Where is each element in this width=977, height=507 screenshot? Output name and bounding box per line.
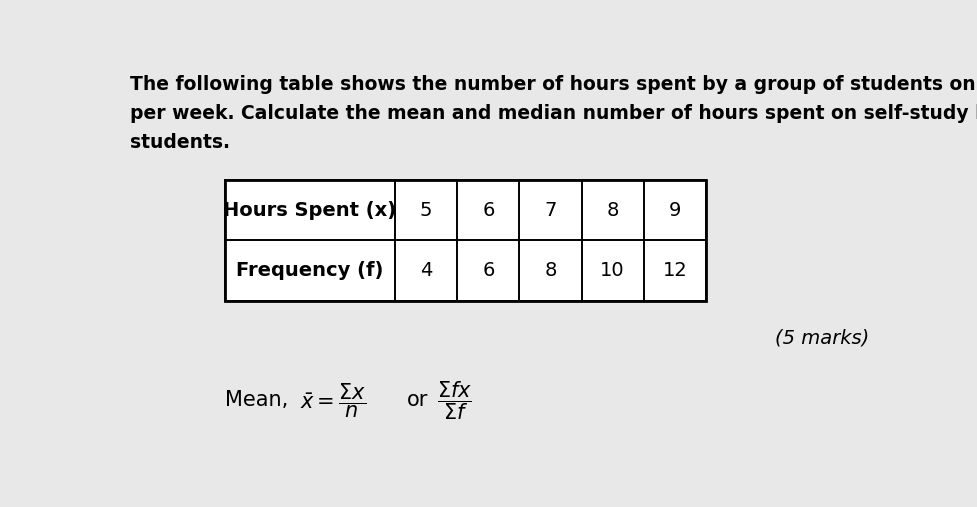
Bar: [225, 180, 395, 240]
Text: 7: 7: [544, 201, 556, 220]
Text: 4: 4: [419, 261, 432, 280]
Text: 8: 8: [606, 201, 618, 220]
Text: Hours Spent (x): Hours Spent (x): [223, 201, 396, 220]
Text: per week. Calculate the mean and median number of hours spent on self-study by t: per week. Calculate the mean and median …: [130, 104, 977, 123]
Bar: [395, 180, 457, 240]
Bar: [457, 240, 519, 301]
Text: 6: 6: [482, 261, 494, 280]
Text: The following table shows the number of hours spent by a group of students on se: The following table shows the number of …: [130, 75, 977, 93]
Text: 12: 12: [661, 261, 687, 280]
Bar: [581, 240, 643, 301]
Text: Frequency (f): Frequency (f): [235, 261, 383, 280]
Text: 10: 10: [600, 261, 624, 280]
Bar: [581, 180, 643, 240]
Text: 9: 9: [668, 201, 680, 220]
Bar: [643, 180, 705, 240]
Text: $\bar{x} = \dfrac{\Sigma x}{n}$: $\bar{x} = \dfrac{\Sigma x}{n}$: [300, 381, 366, 420]
Text: Mean,: Mean,: [225, 390, 287, 411]
Text: or: or: [406, 390, 427, 411]
Bar: [225, 240, 395, 301]
Bar: [225, 180, 705, 301]
Text: (5 marks): (5 marks): [774, 328, 868, 347]
Text: 8: 8: [544, 261, 556, 280]
Bar: [457, 180, 519, 240]
Bar: [395, 240, 457, 301]
Text: 6: 6: [482, 201, 494, 220]
Bar: [519, 180, 581, 240]
Text: $\dfrac{\Sigma fx}{\Sigma f}$: $\dfrac{\Sigma fx}{\Sigma f}$: [437, 379, 471, 422]
Text: 5: 5: [419, 201, 432, 220]
Bar: [519, 240, 581, 301]
Bar: [643, 240, 705, 301]
Text: students.: students.: [130, 133, 230, 152]
